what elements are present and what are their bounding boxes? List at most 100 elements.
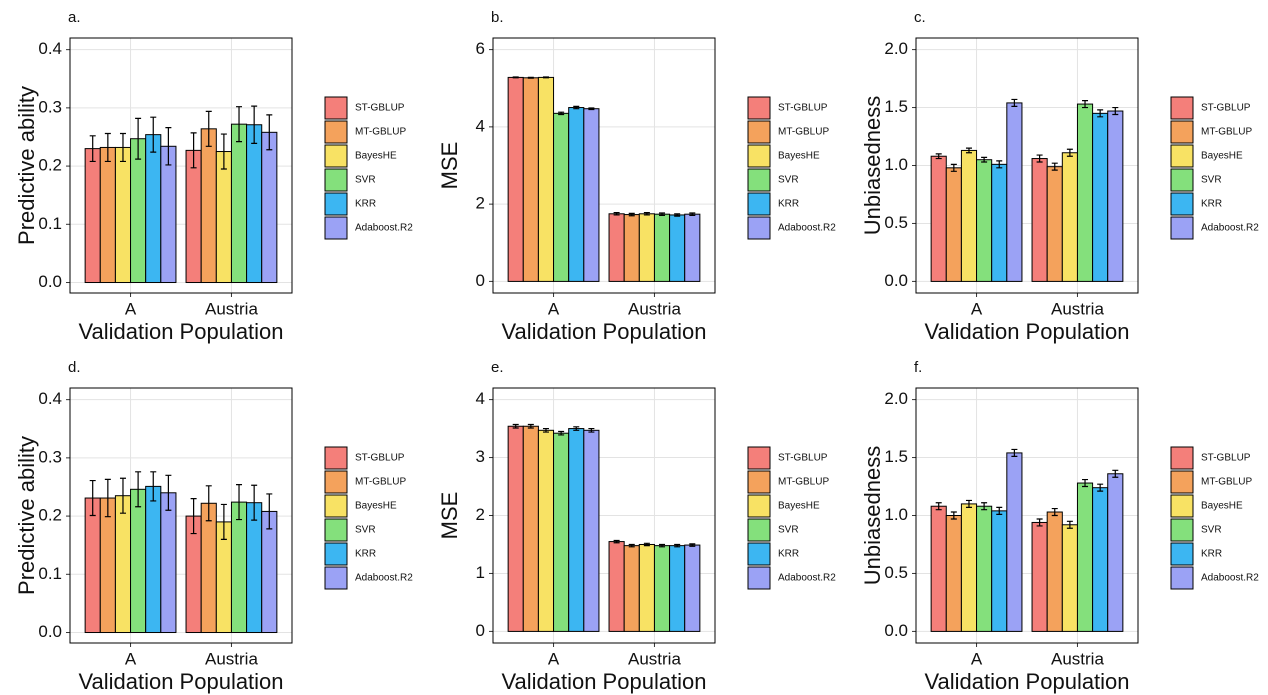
error-bar <box>1066 148 1073 157</box>
legend-key <box>324 566 348 590</box>
error-bar <box>1066 520 1073 529</box>
error-bar <box>220 503 227 540</box>
error-bar <box>981 502 988 511</box>
y-tick-label: 0.2 <box>38 506 62 525</box>
legend-key <box>1170 192 1194 216</box>
error-bar <box>119 477 126 514</box>
error-bar <box>628 212 635 217</box>
x-tick-label: Austria <box>205 649 258 668</box>
y-tick-label: 0.4 <box>38 389 62 408</box>
x-axis-title: Validation Population <box>501 319 706 344</box>
error-bar <box>542 76 549 79</box>
bar <box>246 502 263 634</box>
bar <box>1107 110 1124 282</box>
bar <box>684 213 701 282</box>
legend-label: Adaboost.R2 <box>355 223 413 234</box>
error-bar <box>251 105 258 144</box>
bar <box>638 213 655 282</box>
panel-label: f. <box>914 359 922 376</box>
legend-key <box>747 192 771 216</box>
y-axis-title: Predictive ability <box>14 436 39 595</box>
bar <box>684 544 701 632</box>
y-axis-title: Unbiasedness <box>860 96 885 235</box>
legend-label: ST-GBLUP <box>355 453 405 464</box>
bar <box>160 492 177 634</box>
bar <box>930 505 947 632</box>
error-bar <box>119 132 126 163</box>
y-tick-label: 0.0 <box>884 271 908 290</box>
y-axis-title: Unbiasedness <box>860 446 885 585</box>
error-bar <box>190 132 197 169</box>
error-bar <box>165 474 172 511</box>
y-tick-label: 4 <box>476 116 485 135</box>
error-bar <box>1082 99 1089 109</box>
y-tick-label: 6 <box>476 39 485 58</box>
error-bar <box>542 427 549 433</box>
bar <box>568 428 585 632</box>
y-tick-label: 0.1 <box>38 214 62 233</box>
bar <box>960 149 978 282</box>
error-bar <box>104 132 111 163</box>
bar <box>1006 452 1023 632</box>
bar <box>215 151 232 284</box>
plot-border <box>492 387 716 644</box>
error-bar <box>659 543 666 548</box>
bar <box>945 167 962 282</box>
plot-border <box>915 387 1139 644</box>
error-bar <box>689 543 696 547</box>
legend-key <box>1170 120 1194 144</box>
legend-label: ST-GBLUP <box>355 103 405 114</box>
bar <box>930 155 947 282</box>
y-tick-label: 0.0 <box>38 272 62 291</box>
legend-label: KRR <box>1201 199 1222 210</box>
error-bar <box>613 539 620 544</box>
error-bar <box>1011 98 1018 107</box>
bar <box>945 515 962 632</box>
y-tick-label: 0.4 <box>38 39 62 58</box>
y-tick-label: 2.0 <box>884 389 908 408</box>
error-bar <box>527 423 534 429</box>
legend-key <box>1170 518 1194 542</box>
plot-border <box>492 37 716 294</box>
bar <box>1107 473 1124 632</box>
error-bar <box>1051 507 1058 517</box>
legend-label: SVR <box>355 175 376 186</box>
error-bar <box>628 543 635 548</box>
y-axis-title: Predictive ability <box>14 86 39 245</box>
legend-key <box>747 216 771 240</box>
y-tick-label: 0.0 <box>38 622 62 641</box>
error-bar <box>1082 478 1089 488</box>
legend-label: MT-GBLUP <box>1201 127 1252 138</box>
x-tick-label: A <box>548 649 560 668</box>
bar <box>1061 524 1078 632</box>
legend-key <box>747 120 771 144</box>
bar <box>669 214 686 282</box>
error-bar <box>205 110 212 147</box>
bar <box>261 510 278 634</box>
error-bar <box>588 427 595 433</box>
bar <box>261 131 278 284</box>
bar <box>130 138 147 284</box>
error-bar <box>135 117 142 160</box>
error-bar <box>527 76 534 79</box>
legend-label: Adaboost.R2 <box>1201 223 1259 234</box>
error-bar <box>190 498 197 535</box>
error-bar <box>150 116 157 153</box>
legend-key <box>747 566 771 590</box>
panel-label: b. <box>491 9 504 26</box>
error-bar <box>674 213 681 217</box>
bar <box>507 425 524 632</box>
bar <box>583 108 600 282</box>
legend-key <box>324 144 348 168</box>
error-bar <box>1097 483 1104 492</box>
legend-label: MT-GBLUP <box>355 127 406 138</box>
error-bar <box>89 479 96 517</box>
error-bar <box>512 76 519 79</box>
y-tick-label: 1 <box>476 563 485 582</box>
bar <box>1061 152 1078 282</box>
bar <box>1031 158 1048 282</box>
legend-label: BayesHE <box>1201 151 1243 162</box>
legend-label: MT-GBLUP <box>778 477 829 488</box>
legend-label: KRR <box>778 199 799 210</box>
